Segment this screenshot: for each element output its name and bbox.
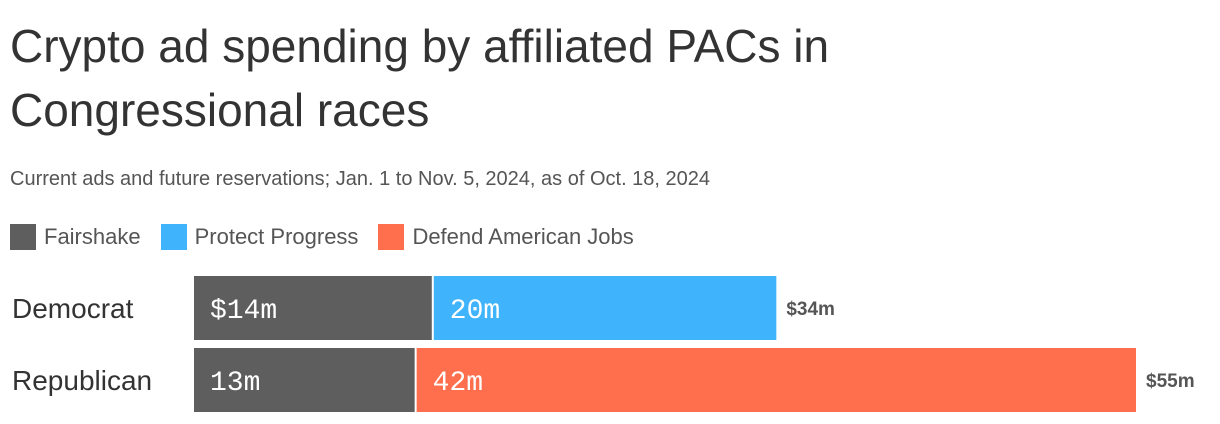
category-label-republican: Republican	[12, 365, 152, 396]
legend-item-defend-american-jobs: Defend American Jobs	[378, 224, 634, 250]
legend-swatch-protect-progress	[160, 224, 187, 250]
bar-label-republican-fairshake: 13m	[210, 368, 260, 399]
bar-label-democrat-protect-progress: 20m	[450, 296, 500, 327]
bar-label-republican-defend-american-jobs: 42m	[433, 368, 483, 399]
bar-republican-fairshake	[194, 348, 415, 412]
total-label-republican: $55m	[1146, 371, 1195, 392]
bar-label-democrat-fairshake: $14m	[210, 296, 277, 327]
legend-item-fairshake: Fairshake	[10, 224, 141, 250]
category-label-democrat: Democrat	[12, 293, 134, 324]
bar-republican-defend-american-jobs	[416, 348, 1136, 412]
legend-swatch-defend-american-jobs	[378, 224, 405, 250]
total-label-democrat: $34m	[786, 299, 835, 320]
legend: Fairshake Protect Progress Defend Americ…	[10, 222, 654, 252]
bar-democrat-protect-progress	[433, 276, 777, 340]
legend-label-protect-progress: Protect Progress	[194, 224, 359, 249]
chart-subtitle: Current ads and future reservations; Jan…	[10, 168, 711, 190]
chart-title: Crypto ad spending by affiliated PACs in…	[10, 20, 830, 136]
bar-democrat-fairshake	[194, 276, 432, 340]
legend-label-defend-american-jobs: Defend American Jobs	[412, 224, 634, 249]
legend-item-protect-progress: Protect Progress	[160, 224, 359, 250]
legend-label-fairshake: Fairshake	[44, 224, 141, 249]
legend-swatch-fairshake	[10, 224, 36, 250]
